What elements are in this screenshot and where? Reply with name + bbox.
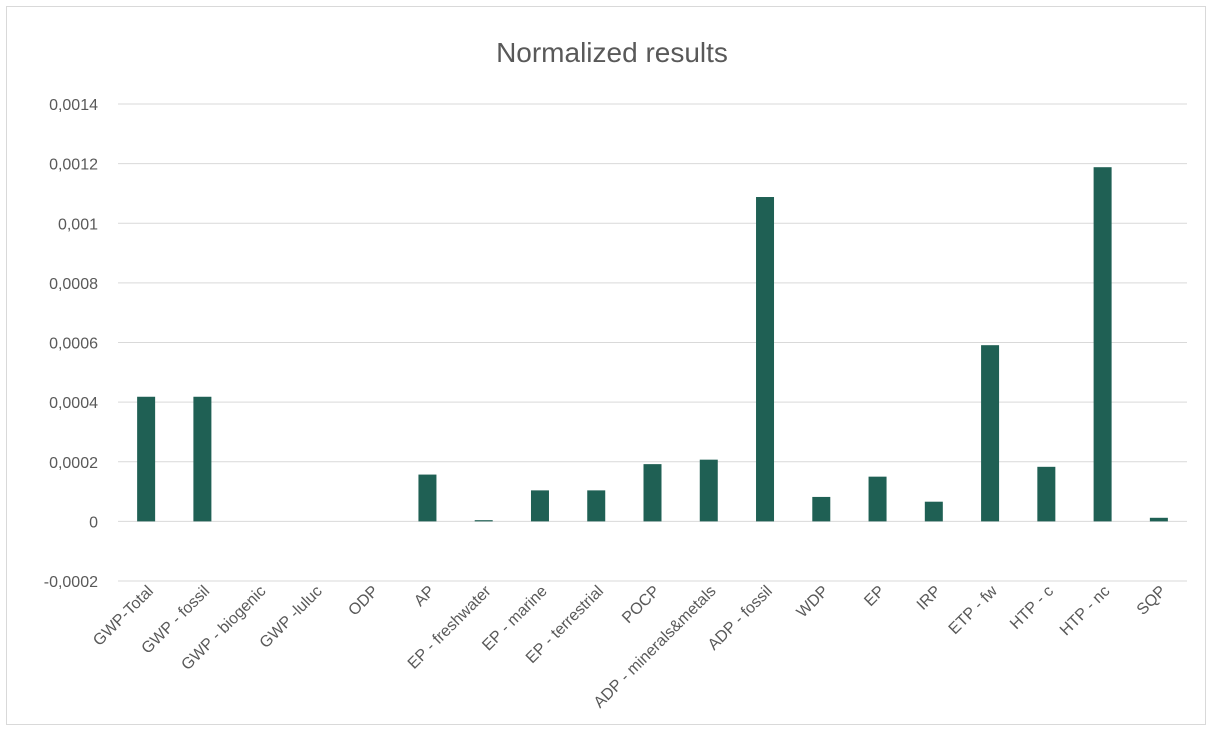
bar-8 [587,490,606,522]
chart-area [6,6,1206,725]
y-axis-ticks: -0,0002 0 0,0002 0,0004 0,0006 0,0008 0,001 0,0… [44,97,98,591]
y-tick-label: 0 [89,514,98,531]
bar-6 [474,520,493,522]
bar-10 [699,459,718,522]
y-tick-label: 0,0002 [49,455,98,472]
x-category-label: ODP [345,583,382,620]
y-tick-label: 0,001 [58,216,98,233]
x-category-label: POCP [619,583,663,627]
y-tick-label: 0,0012 [49,157,98,174]
y-tick-label: 0,0008 [49,276,98,293]
bar-13 [868,476,887,522]
bar-1 [193,396,212,522]
x-category-label: EP [861,583,888,610]
bars [137,167,1168,522]
chart-title: Normalized results [496,37,728,68]
bar-5 [418,474,437,522]
bar-17 [1093,167,1112,522]
gridlines [118,103,1187,582]
bar-9 [643,464,662,522]
x-category-label: HTP - c [1007,583,1057,633]
x-category-label: AP [411,583,438,610]
bar-15 [981,345,1000,522]
bar-0 [137,396,156,522]
bar-7 [530,490,549,522]
x-category-label: IRP [914,583,945,614]
bar-14 [924,501,943,522]
y-tick-label: 0,0006 [49,336,98,353]
x-category-label: HTP - nc [1057,583,1113,639]
bar-18 [1149,517,1168,522]
x-category-label: ETP - fw [946,582,1002,638]
x-category-label: SQP [1134,583,1170,619]
y-tick-label: 0,0014 [49,97,98,114]
bar-11 [756,197,775,522]
x-category-label: WDP [794,583,832,621]
bar-16 [1037,466,1056,522]
y-tick-label: 0,0004 [49,395,98,412]
y-tick-label: -0,0002 [44,574,98,591]
bar-12 [812,496,831,522]
